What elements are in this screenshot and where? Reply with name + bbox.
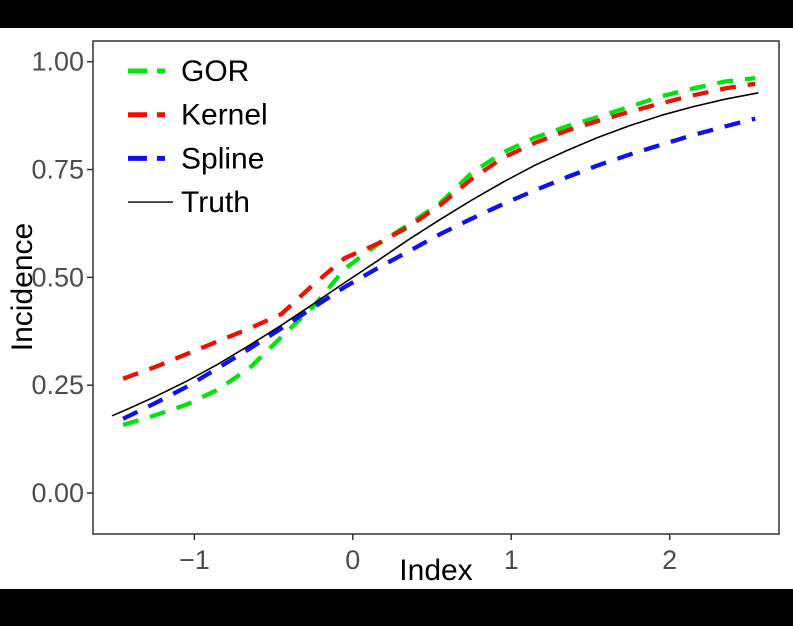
x-axis-title: Index bbox=[399, 554, 472, 587]
legend-label-spline: Spline bbox=[181, 142, 264, 175]
plot-panel bbox=[92, 40, 780, 535]
x-tick-label: −1 bbox=[179, 545, 210, 575]
x-tick-label: 1 bbox=[504, 545, 519, 575]
chart-series-lines bbox=[111, 75, 759, 427]
legend-label-kernel: Kernel bbox=[181, 99, 268, 132]
y-tick-label: 0.75 bbox=[31, 155, 84, 185]
axis-ticks: −1 0 1 2 0.00 0.25 0.50 0.75 1.00 bbox=[31, 47, 677, 575]
y-tick-label: 0.50 bbox=[31, 262, 84, 292]
bottom-black-bar bbox=[0, 589, 793, 626]
series-line-kernel bbox=[122, 81, 756, 381]
series-line-truth bbox=[111, 92, 759, 417]
y-axis-title: Incidence bbox=[6, 223, 39, 351]
legend: GOR Kernel Spline Truth bbox=[128, 55, 268, 219]
top-black-bar bbox=[0, 0, 793, 28]
y-tick-label: 0.00 bbox=[31, 478, 84, 508]
legend-label-gor: GOR bbox=[181, 55, 249, 88]
series-line-spline bbox=[122, 116, 756, 421]
x-tick-label: 0 bbox=[345, 545, 360, 575]
y-tick-label: 1.00 bbox=[31, 47, 84, 77]
x-tick-label: 2 bbox=[662, 545, 677, 575]
y-tick-label: 0.25 bbox=[31, 370, 84, 400]
legend-label-truth: Truth bbox=[181, 186, 250, 219]
